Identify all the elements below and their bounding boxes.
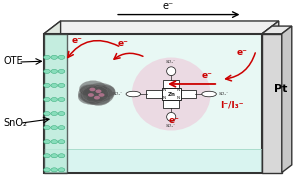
Circle shape bbox=[51, 98, 58, 101]
Text: SO₃⁻: SO₃⁻ bbox=[219, 92, 229, 96]
Ellipse shape bbox=[202, 91, 216, 97]
Polygon shape bbox=[262, 21, 279, 173]
Circle shape bbox=[44, 69, 50, 73]
Ellipse shape bbox=[132, 57, 211, 131]
Circle shape bbox=[44, 83, 50, 88]
Text: SO₃⁻: SO₃⁻ bbox=[166, 124, 176, 128]
Circle shape bbox=[58, 112, 65, 116]
Ellipse shape bbox=[126, 91, 141, 97]
Text: e⁻: e⁻ bbox=[117, 39, 128, 48]
Polygon shape bbox=[262, 26, 292, 34]
Circle shape bbox=[58, 69, 65, 73]
Circle shape bbox=[94, 96, 100, 99]
Ellipse shape bbox=[167, 67, 176, 76]
Circle shape bbox=[87, 92, 110, 105]
Circle shape bbox=[51, 126, 58, 130]
Circle shape bbox=[51, 83, 58, 88]
Circle shape bbox=[85, 83, 115, 101]
Text: SO₃⁻: SO₃⁻ bbox=[113, 92, 123, 96]
FancyBboxPatch shape bbox=[163, 100, 179, 108]
Circle shape bbox=[44, 98, 50, 101]
Circle shape bbox=[51, 55, 58, 59]
Circle shape bbox=[44, 112, 50, 116]
Circle shape bbox=[88, 93, 94, 97]
Circle shape bbox=[80, 84, 99, 96]
Text: e⁻: e⁻ bbox=[169, 116, 180, 125]
Circle shape bbox=[80, 85, 114, 105]
Text: Pt: Pt bbox=[274, 84, 287, 94]
Bar bbox=[262, 34, 282, 173]
Circle shape bbox=[51, 140, 58, 144]
Circle shape bbox=[79, 81, 107, 97]
Polygon shape bbox=[44, 160, 279, 173]
Circle shape bbox=[98, 93, 105, 97]
Text: SnO₂: SnO₂ bbox=[3, 118, 27, 128]
Circle shape bbox=[58, 140, 65, 144]
Circle shape bbox=[44, 154, 50, 158]
Circle shape bbox=[94, 85, 115, 98]
Text: e⁻: e⁻ bbox=[163, 1, 174, 11]
Circle shape bbox=[58, 126, 65, 130]
Text: Zn: Zn bbox=[167, 91, 175, 97]
FancyBboxPatch shape bbox=[180, 90, 196, 98]
Bar bbox=[44, 34, 67, 173]
Polygon shape bbox=[44, 21, 61, 173]
Circle shape bbox=[58, 168, 65, 172]
Text: N: N bbox=[177, 88, 180, 92]
Circle shape bbox=[44, 140, 50, 144]
FancyBboxPatch shape bbox=[162, 88, 181, 100]
Circle shape bbox=[51, 154, 58, 158]
Circle shape bbox=[51, 69, 58, 73]
Bar bbox=[44, 34, 262, 173]
Circle shape bbox=[78, 89, 104, 105]
FancyBboxPatch shape bbox=[146, 90, 163, 98]
Circle shape bbox=[44, 126, 50, 130]
Circle shape bbox=[58, 55, 65, 59]
Circle shape bbox=[58, 83, 65, 88]
Text: N: N bbox=[177, 96, 180, 100]
Ellipse shape bbox=[167, 112, 176, 121]
Circle shape bbox=[44, 55, 50, 59]
Circle shape bbox=[58, 154, 65, 158]
Polygon shape bbox=[282, 26, 292, 173]
Circle shape bbox=[44, 168, 50, 172]
Polygon shape bbox=[44, 21, 279, 34]
Circle shape bbox=[51, 112, 58, 116]
FancyBboxPatch shape bbox=[163, 80, 179, 88]
Circle shape bbox=[89, 88, 95, 91]
Text: N: N bbox=[162, 96, 166, 100]
Text: e⁻: e⁻ bbox=[237, 48, 248, 57]
Circle shape bbox=[95, 89, 102, 93]
Text: I⁻/I₃⁻: I⁻/I₃⁻ bbox=[220, 101, 244, 109]
Text: N: N bbox=[162, 88, 166, 92]
Text: SO₃⁻: SO₃⁻ bbox=[166, 60, 176, 64]
Bar bbox=[44, 149, 262, 172]
Text: OTE: OTE bbox=[3, 56, 23, 66]
Text: e⁻: e⁻ bbox=[72, 36, 83, 45]
Text: e⁻: e⁻ bbox=[202, 71, 213, 80]
Circle shape bbox=[51, 168, 58, 172]
Circle shape bbox=[58, 98, 65, 101]
Circle shape bbox=[78, 84, 110, 104]
Polygon shape bbox=[61, 21, 279, 160]
